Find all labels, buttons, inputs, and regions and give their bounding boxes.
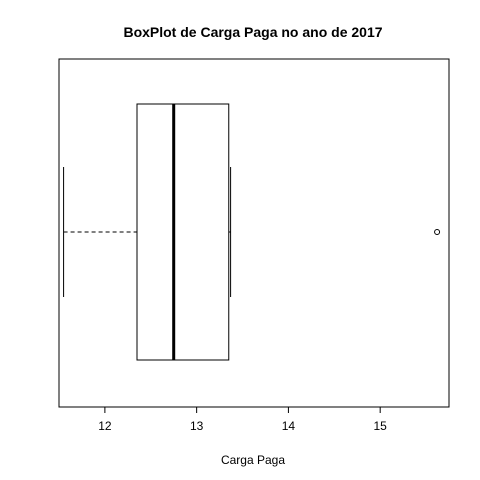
x-tick-label: 14 <box>282 419 296 433</box>
x-tick-label: 15 <box>373 419 387 433</box>
plot-frame <box>58 58 450 408</box>
x-tick-label: 13 <box>190 419 204 433</box>
box-marks <box>63 103 441 361</box>
x-tick-label: 12 <box>98 419 112 433</box>
outlier-point <box>434 229 441 235</box>
chart-title: BoxPlot de Carga Paga no ano de 2017 <box>123 24 382 40</box>
x-axis-label: Carga Paga <box>221 453 285 467</box>
iqr-box <box>136 103 230 361</box>
x-axis: 12 13 14 15 <box>98 407 387 433</box>
